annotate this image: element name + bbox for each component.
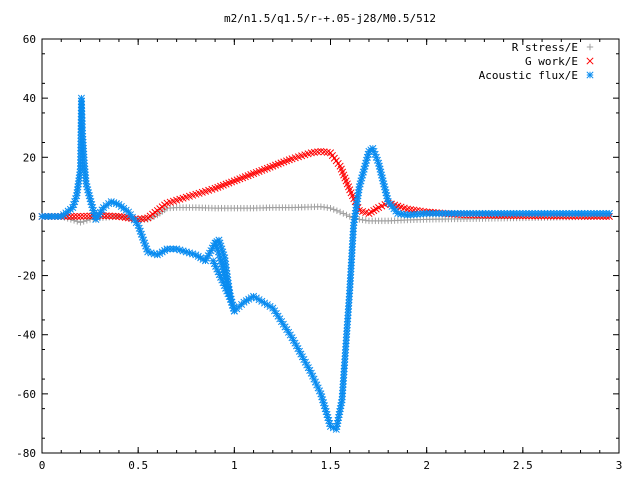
data-point [76,212,85,220]
data-point [330,206,337,213]
data-point [112,212,120,220]
axis-ticks [41,38,620,454]
data-point [407,211,415,219]
legend-label-r-stress: R stress/E [512,41,578,54]
data-point [83,217,91,224]
data-point [340,210,347,217]
x-tick-label: 3 [616,459,623,472]
data-point [80,212,88,220]
x-tick-label: 1.5 [321,459,341,472]
data-point [169,245,177,253]
data-point [403,211,411,219]
y-tick-label: 40 [23,92,36,105]
data-point [192,251,200,259]
data-point [230,307,238,315]
data-point [416,210,424,218]
data-point [213,242,221,250]
data-point [78,104,86,112]
data-point [44,212,52,220]
y-tick-label: -40 [16,329,36,342]
data-point [70,217,78,224]
data-point [73,212,81,220]
data-point [102,212,110,220]
x-tick-label: 0 [39,459,46,472]
data-point [333,207,341,214]
legend-marker [586,43,594,51]
x-tick-label: 1 [231,459,238,472]
legend-label-acoustic-flux: Acoustic flux/E [479,69,578,82]
data-point [336,208,344,216]
legend: R stress/E G work/E Acoustic flux/E [479,41,594,82]
data-point [54,212,62,220]
data-point [67,212,75,220]
data-point [286,331,294,339]
chart-title: m2/n1.5/q1.5/r-+.05-j28/M0.5/512 [224,12,436,25]
data-point [163,245,171,253]
x-tick-label: 2 [423,459,430,472]
data-point [77,219,84,226]
data-point [105,212,113,220]
y-tick-label: -80 [16,447,36,460]
x-tick-labels: 0 0.5 1 1.5 2 2.5 3 [39,459,623,472]
x-tick-label: 2.5 [513,459,533,472]
data-point [108,212,117,220]
y-tick-label: 0 [29,210,36,223]
legend-markers [586,43,594,79]
y-tick-label: -60 [16,388,36,401]
plot-area-border [41,38,620,454]
y-tick-label: -20 [16,270,36,283]
y-tick-labels: 60 40 20 0 -20 -40 -60 -80 [16,33,36,460]
data-point [334,416,342,425]
data-point [605,209,613,218]
data-point [48,212,56,220]
data-point [379,177,387,185]
data-point [166,245,174,253]
y-tick-label: 20 [23,151,36,164]
data-point [83,212,91,220]
x-tick-label: 0.5 [128,459,148,472]
series-acoustic-flux-e [38,94,613,433]
data-point [410,210,418,219]
legend-label-g-work: G work/E [525,55,578,68]
data-point [343,211,350,219]
data-point [70,212,78,220]
series-layer [38,94,613,433]
legend-marker [586,57,594,65]
data-point [327,204,334,212]
y-tick-label: 60 [23,33,36,46]
legend-marker [586,71,594,79]
